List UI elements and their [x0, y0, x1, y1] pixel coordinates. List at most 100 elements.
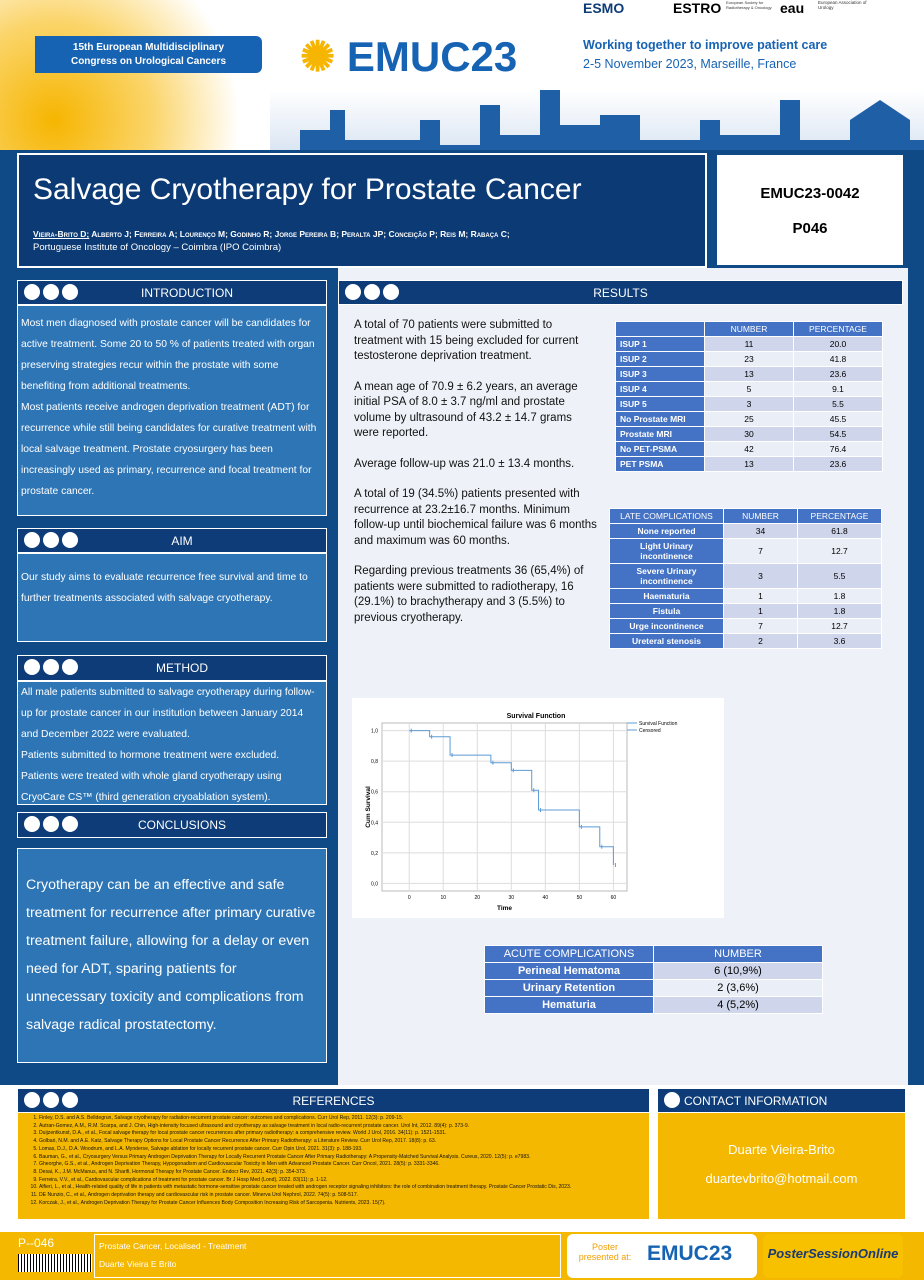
- cell: 30: [704, 426, 794, 442]
- table-row: Urge incontinence 7 12.7: [609, 618, 882, 634]
- paragraph: Most patients receive androgen deprivati…: [21, 402, 317, 497]
- reference: Golbari, N.M. and A.E. Katz, Salvage The…: [39, 1138, 643, 1146]
- footer-topic: Prostate Cancer, Localised - Treatment: [99, 1241, 247, 1251]
- x-tick-label: 30: [509, 895, 515, 901]
- cell: 23.6: [793, 366, 883, 382]
- header-cell: NUMBER: [653, 945, 823, 963]
- cell: 5.5: [793, 396, 883, 412]
- table-row: None reported 34 61.8: [609, 523, 882, 539]
- cell: ISUP 1: [615, 336, 705, 352]
- cell: Hematuria: [484, 996, 654, 1014]
- partner: ESMO: [583, 0, 625, 16]
- reference: Lomas, D.J., D.A. Woodrum, and L.A. Mynd…: [39, 1146, 643, 1154]
- y-label: Cum Survival: [365, 786, 372, 828]
- cell: Haematuria: [609, 588, 724, 604]
- y-tick-label: 1,0: [371, 729, 378, 735]
- cell: ISUP 5: [615, 396, 705, 412]
- table-row: Perineal Hematoma 6 (10,9%): [484, 962, 823, 980]
- tagline: Working together to improve patient care: [583, 38, 828, 52]
- cell: 5: [704, 381, 794, 397]
- paragraph: All male patients submitted to salvage c…: [21, 687, 315, 740]
- table-row: ISUP 4 5 9.1: [615, 381, 883, 397]
- table-wrap: ACUTE COMPLICATIONS NUMBER Perineal Hemato…: [484, 945, 823, 1014]
- cell: 61.8: [797, 523, 882, 539]
- congress-box: 15th European Multidisciplinary Congress …: [35, 36, 262, 73]
- paragraph: A total of 70 patients were submitted to…: [354, 319, 579, 362]
- cell: 1: [723, 588, 798, 604]
- y-tick-label: 0,4: [371, 820, 378, 826]
- title-box: Salvage Cryotherapy for Prostate Cancer …: [17, 153, 707, 268]
- table: ACUTE COMPLICATIONS NUMBER Perineal Hemato…: [484, 945, 823, 1014]
- cell: ISUP 4: [615, 381, 705, 397]
- table-row: Hematuria 4 (5,2%): [484, 996, 823, 1014]
- header-cell: PERCENTAGE: [793, 321, 883, 337]
- paragraph: Patients were treated with whole gland c…: [21, 771, 282, 803]
- cell: No PET-PSMA: [615, 441, 705, 457]
- table-row: Urinary Retention 2 (3,6%): [484, 979, 823, 997]
- x-tick-label: 50: [577, 895, 583, 901]
- footer-author: Duarte Vieira E Brito: [99, 1259, 177, 1269]
- legend-label: Survival Function: [639, 721, 678, 727]
- cell: 7: [723, 538, 798, 564]
- cell: 6 (10,9%): [653, 962, 823, 980]
- title: Salvage Cryotherapy for Prostate Cancer: [33, 173, 582, 206]
- cell: Urinary Retention: [484, 979, 654, 997]
- results-text: A total of 70 patients were submitted to…: [354, 318, 600, 641]
- date: 2-5 November 2023, Marseille, France: [583, 57, 797, 71]
- x-tick-label: 40: [543, 895, 549, 901]
- section-header: RESULTS: [338, 280, 903, 305]
- table-row: Ureteral stenosis 2 3.6: [609, 633, 882, 649]
- brand: PosterSessionOnline: [763, 1234, 903, 1278]
- barcode: [18, 1254, 92, 1272]
- cell: 20.0: [793, 336, 883, 352]
- cell: 41.8: [793, 351, 883, 367]
- section-header: METHOD: [17, 655, 327, 681]
- skyline: [300, 90, 924, 152]
- cell: 34: [723, 523, 798, 539]
- congress-line: 15th European Multidisciplinary: [72, 42, 225, 53]
- reference: Desai, K., J.M. McManus, and N. Sharifi,…: [39, 1169, 643, 1177]
- cell: 5.5: [797, 563, 882, 589]
- x-label: Time: [497, 905, 512, 912]
- cell: Ureteral stenosis: [609, 633, 724, 649]
- paragraph: Average follow-up was 21.0 ± 13.4 months…: [354, 457, 575, 470]
- cell: None reported: [609, 523, 724, 539]
- code: EMUC23-0042: [760, 185, 860, 202]
- table-row: ISUP 2 23 41.8: [615, 351, 883, 367]
- section-header: REFERENCES: [17, 1088, 650, 1113]
- footer-info: Prostate Cancer, Localised - Treatment Du…: [94, 1234, 561, 1278]
- cell: 3.6: [797, 633, 882, 649]
- heading: REFERENCES: [292, 1094, 375, 1108]
- reference: Korczak, J., et al., Androgen Deprivatio…: [39, 1200, 643, 1208]
- reference: Duijzentkunst, D.A., et al., Focal salva…: [39, 1130, 643, 1138]
- table-header: NUMBER PERCENTAGE: [615, 321, 883, 337]
- cell: 12.7: [797, 618, 882, 634]
- header-cell: NUMBER: [704, 321, 794, 337]
- conclusions-body: Cryotherapy can be an effective and safe…: [17, 848, 327, 1063]
- paragraph: Most men diagnosed with prostate cancer …: [21, 318, 315, 392]
- reference-list: Finley, D.S. and A.S. Belldegrun, Salvag…: [17, 1113, 647, 1207]
- cell: Prostate MRI: [615, 426, 705, 442]
- cell: 42: [704, 441, 794, 457]
- cell: ISUP 3: [615, 366, 705, 382]
- contact-name: Duarte Vieira-Brito: [728, 1142, 835, 1157]
- x-tick-label: 10: [440, 895, 446, 901]
- contact-email[interactable]: duartevbrito@hotmail.com: [705, 1171, 858, 1186]
- cell: 7: [723, 618, 798, 634]
- reference: Finley, D.S. and A.S. Belldegrun, Salvag…: [39, 1115, 643, 1123]
- logo: ✺ EMUC23: [300, 33, 518, 80]
- lead-author: Vieira-Brito D;: [33, 229, 90, 239]
- header-cell: ACUTE COMPLICATIONS: [484, 945, 654, 963]
- heading: RESULTS: [593, 286, 648, 300]
- plot-area: [381, 722, 628, 892]
- partner: ESTRO: [673, 0, 722, 16]
- table-row: No PET-PSMA 42 76.4: [615, 441, 883, 457]
- y-tick-label: 0,2: [371, 851, 378, 857]
- heading: AIM: [171, 534, 193, 548]
- header-cell: [615, 321, 705, 337]
- cell: Perineal Hematoma: [484, 962, 654, 980]
- table-wrap: LATE COMPLICATIONS NUMBER PERCENTAGE None r…: [609, 508, 882, 649]
- aim-body: Our study aims to evaluate recurrence fr…: [17, 553, 327, 642]
- reference: Gheorghe, G.S., et al., Androgen Depriva…: [39, 1161, 643, 1169]
- cell: Light Urinary incontinence: [609, 538, 724, 564]
